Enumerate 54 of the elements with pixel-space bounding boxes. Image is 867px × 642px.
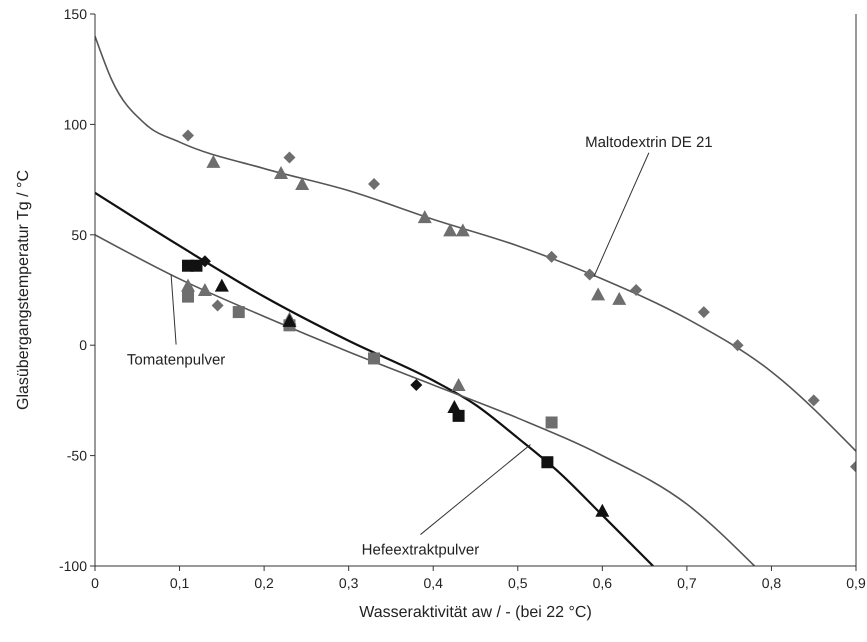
point (283, 152, 296, 164)
point (456, 223, 470, 236)
point (808, 394, 820, 406)
x-tick-label: 0,1 (170, 575, 190, 591)
x-tick-label: 0,4 (423, 575, 444, 591)
y-tick-label: -100 (58, 558, 88, 574)
line-series (95, 35, 856, 452)
line-series (95, 234, 756, 566)
point (182, 290, 194, 303)
point (698, 306, 710, 318)
point (447, 400, 462, 414)
y-tick-label: 50 (71, 226, 88, 243)
point (418, 210, 432, 224)
y-axis-title: Glasübergangstemperatur Tg / °C (15, 170, 32, 410)
point (214, 278, 229, 292)
point (443, 223, 458, 236)
point (630, 284, 642, 296)
x-tick-label: 0,7 (677, 575, 697, 591)
point (368, 352, 380, 364)
x-tick-label: 0,6 (592, 575, 612, 591)
point (232, 306, 245, 318)
point (732, 339, 744, 352)
point (274, 166, 288, 179)
y-tick-label: -50 (66, 448, 88, 464)
line-series (95, 192, 654, 566)
x-tick-label: 0,3 (338, 575, 359, 591)
point (206, 154, 220, 168)
point (410, 378, 422, 391)
y-tick-label: 0 (79, 337, 88, 354)
point (546, 416, 558, 428)
point (612, 292, 626, 305)
annotation: Tomatenpulver (126, 352, 226, 369)
point (546, 250, 558, 263)
x-tick-label: 0,5 (508, 575, 528, 591)
x-tick-label: 0,8 (762, 575, 782, 591)
point (595, 504, 610, 517)
y-tick-label: 100 (64, 116, 88, 132)
point (584, 268, 596, 281)
x-tick-label: 0,9 (846, 575, 866, 591)
x-axis-title: Wasseraktivität aw / - (bei 22 °C) (359, 604, 592, 621)
point (198, 283, 212, 296)
annotation: Maltodextrin DE 21 (585, 134, 713, 151)
x-tick-label: 0,2 (254, 575, 274, 591)
point (182, 129, 194, 142)
point (541, 456, 554, 468)
y-tick-label: 150 (64, 6, 88, 22)
point (190, 260, 202, 272)
point (295, 177, 310, 190)
point (591, 287, 606, 300)
x-tick-label: 0 (91, 575, 100, 591)
point (368, 178, 380, 190)
annotation: Hefeextraktpulver (362, 542, 480, 559)
point (212, 299, 224, 312)
point (452, 378, 466, 391)
